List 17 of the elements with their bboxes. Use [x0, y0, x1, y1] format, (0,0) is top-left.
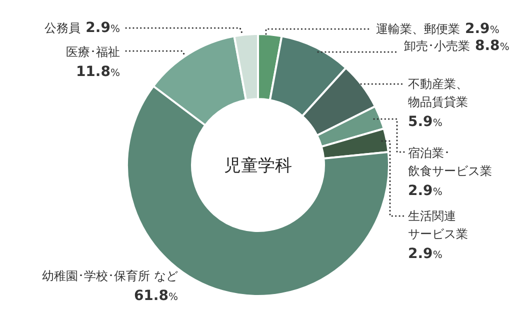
- slice-label: 生活関連サービス業: [408, 209, 468, 241]
- data-label: 11.8%: [76, 64, 120, 80]
- slice-label: 運輸業、郵便業: [376, 22, 460, 36]
- data-label: 2.9%: [86, 20, 120, 36]
- slice-label: 公務員: [44, 21, 81, 35]
- data-label: 5.9%: [408, 114, 442, 130]
- data-label: 2.9%: [465, 21, 500, 37]
- data-label: 8.8%: [475, 38, 510, 54]
- data-label: 61.8%: [134, 288, 178, 304]
- slice-label: 宿泊業･飲食サービス業: [408, 146, 492, 178]
- slice-label: 不動産業、物品賃貸業: [408, 77, 468, 109]
- slice-label: 卸売･小売業: [404, 39, 470, 53]
- data-label: 2.9%: [408, 183, 442, 199]
- text: 児童学科: [224, 156, 292, 176]
- slice-label: 幼稚園･学校･保育所 など: [42, 269, 178, 283]
- data-label: 2.9%: [408, 246, 442, 262]
- slice-label: 医療･福祉: [66, 45, 120, 59]
